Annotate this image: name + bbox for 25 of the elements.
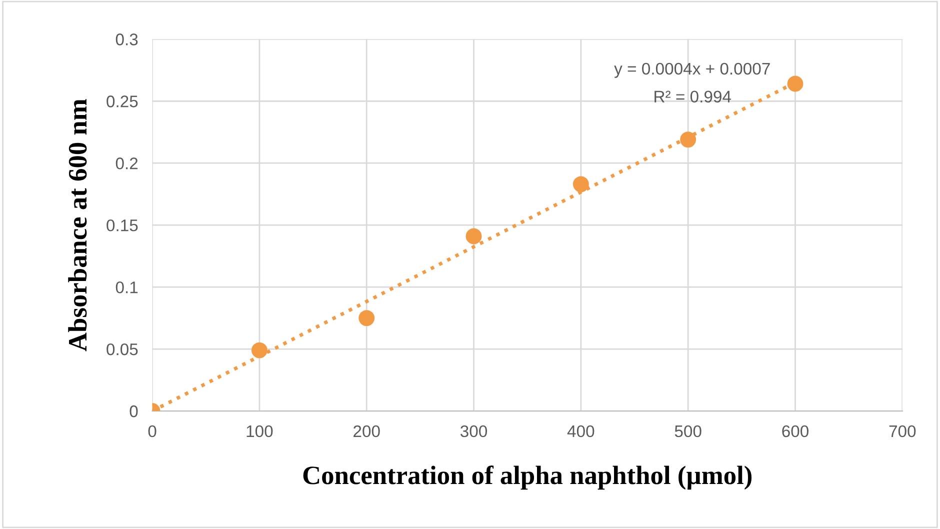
- y-tick-label: 0: [130, 405, 138, 418]
- y-tick-label: 0.25: [106, 96, 138, 108]
- x-tick-label: 200: [354, 425, 380, 438]
- x-tick-label: 100: [246, 425, 273, 438]
- y-tick-label: 0.3: [116, 34, 138, 46]
- x-tick-label: 700: [889, 425, 916, 438]
- point: [680, 132, 696, 148]
- x-tick-label: 500: [674, 425, 702, 438]
- y-tick-label: 0.2: [116, 158, 138, 170]
- annotation: y = 0.0004x + 0.0007: [614, 62, 770, 78]
- x-axis-title: Concentration of alpha naphthol (µmol): [303, 465, 752, 490]
- x-tick-label: 600: [782, 425, 808, 438]
- point: [251, 342, 268, 358]
- annotation: R² = 0.994: [654, 90, 732, 103]
- y-axis-title: Absorbance at 600 nm: [68, 99, 87, 352]
- point: [572, 176, 589, 192]
- x-tick-label: 0: [148, 425, 156, 438]
- x-tick-label: 400: [567, 425, 594, 438]
- y-tick-label: 0.05: [106, 343, 138, 356]
- y-tick-label: 0.1: [116, 281, 138, 294]
- point: [358, 310, 375, 326]
- point: [787, 76, 804, 92]
- x-tick-label: 300: [460, 425, 488, 438]
- point: [466, 228, 482, 244]
- y-tick-label: 0.15: [106, 219, 138, 232]
